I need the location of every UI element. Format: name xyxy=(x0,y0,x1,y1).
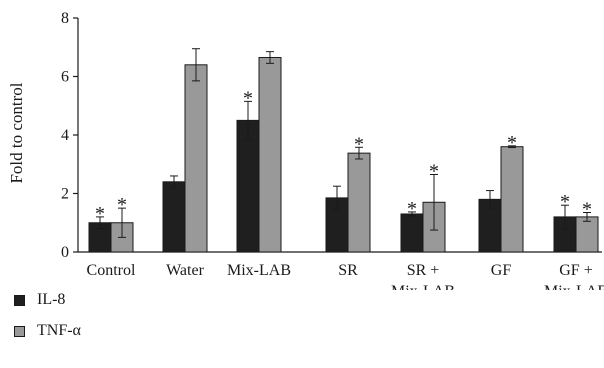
x-category-label: GF xyxy=(491,262,512,279)
bar xyxy=(258,56,282,253)
y-tick-label: 6 xyxy=(61,69,69,86)
y-tick-label: 8 xyxy=(61,10,69,27)
x-category-label: Mix-LAB xyxy=(391,283,455,290)
plot-area: 0 2 4 6 8 * * * * * * * * * Control Water Mix-LAB SR SR + M… xyxy=(61,10,604,290)
legend-item-tnf-alpha: TNF-α xyxy=(14,322,81,340)
bar-chart: 0 2 4 6 8 * * * * * * * * * Control Water Mix-LAB SR SR + M… xyxy=(7,10,604,290)
bar xyxy=(236,119,260,253)
x-category-label: GF + xyxy=(559,262,592,279)
y-axis-label: Fold to control xyxy=(7,82,26,183)
y-tick-label: 4 xyxy=(61,127,69,144)
x-category-label: Mix-LAB xyxy=(227,262,291,279)
y-tick-label: 0 xyxy=(61,244,69,261)
legend-label-il8: IL-8 xyxy=(37,291,66,308)
significance-marker: * xyxy=(117,194,127,216)
bar xyxy=(347,152,371,253)
significance-marker: * xyxy=(407,198,417,220)
significance-marker: * xyxy=(354,133,364,155)
legend-item-il8: IL-8 xyxy=(14,291,65,309)
legend-label-tnf-alpha: TNF-α xyxy=(37,322,81,339)
legend-swatch-il8 xyxy=(14,294,25,306)
x-category-label: Control xyxy=(87,262,136,279)
bar xyxy=(575,216,599,253)
y-tick-label: 2 xyxy=(61,186,69,203)
significance-marker: * xyxy=(582,199,592,221)
x-category-label: SR xyxy=(338,262,358,279)
significance-marker: * xyxy=(95,203,105,225)
significance-marker: * xyxy=(243,87,253,109)
bar xyxy=(500,146,524,253)
significance-marker: * xyxy=(429,160,439,182)
x-category-label: Water xyxy=(166,262,204,279)
bar xyxy=(162,181,186,253)
x-category-label: SR + xyxy=(407,262,440,279)
significance-marker: * xyxy=(507,132,517,154)
x-category-label: Mix-LAB xyxy=(544,283,604,290)
legend-swatch-tnf-alpha xyxy=(14,325,25,337)
significance-marker: * xyxy=(560,191,570,213)
bar xyxy=(184,64,208,253)
